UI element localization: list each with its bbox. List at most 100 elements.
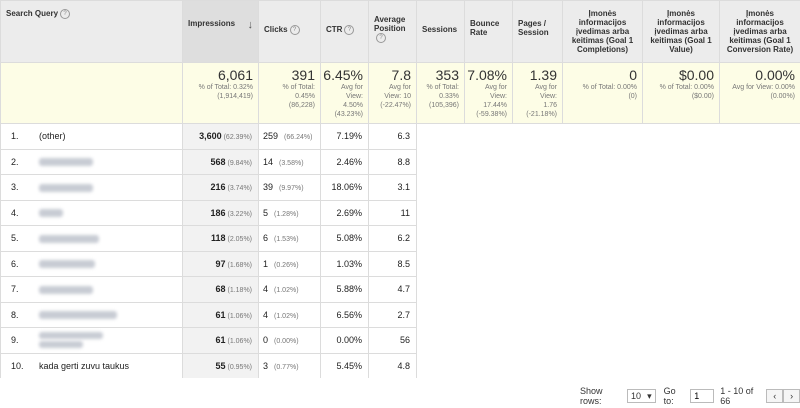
avg-position-cell: 4.8: [368, 352, 417, 379]
col-clicks[interactable]: Clicks?: [258, 0, 321, 63]
page-range: 1 - 10 of 66: [720, 386, 754, 406]
redacted-query[interactable]: [39, 183, 93, 192]
query-cell: 5.: [0, 225, 183, 252]
redacted-query[interactable]: [39, 332, 103, 340]
help-icon[interactable]: ?: [60, 9, 71, 19]
row-index: 9.: [11, 335, 19, 346]
table-row[interactable]: 4. 186 (3.22%) 5 (1.28%) 2.69% 11: [0, 199, 800, 226]
empty-cell: [416, 149, 800, 175]
clicks-cell: 259 (66.24%): [258, 123, 321, 150]
empty-cell: [416, 200, 800, 226]
total-pages-session: 1.39 Avg for View: 1.76 (-21.18%): [512, 62, 563, 124]
clicks-cell: 0 (0.00%): [258, 327, 321, 354]
col-goal-rate[interactable]: Įmonės informacijos įvedimas arba keitim…: [719, 0, 800, 63]
total-avg-position: 7.8 Avg for View: 10 (-22.47%): [368, 62, 417, 124]
query-link[interactable]: (other): [39, 131, 66, 142]
empty-cell: [416, 302, 800, 328]
sort-down-arrow-icon[interactable]: ↓: [247, 19, 254, 31]
ctr-cell: 0.00%: [320, 327, 369, 354]
avg-position-cell: 11: [368, 199, 417, 226]
help-icon[interactable]: ?: [376, 33, 386, 43]
impressions-cell: 3,600 (62.39%): [182, 123, 259, 150]
row-index: 1.: [11, 131, 19, 142]
total-goal-rate: 0.00% Avg for View: 0.00% (0.00%): [719, 62, 800, 124]
avg-position-cell: 56: [368, 327, 417, 354]
table-row[interactable]: 8. 61 (1.06%) 4 (1.02%) 6.56% 2.7: [0, 301, 800, 328]
col-sessions[interactable]: Sessions: [416, 0, 465, 63]
redacted-query[interactable]: [39, 260, 95, 269]
redacted-query[interactable]: [39, 311, 117, 320]
table-row[interactable]: 7. 68 (1.18%) 4 (1.02%) 5.88% 4.7: [0, 276, 800, 303]
ctr-cell: 6.56%: [320, 301, 369, 328]
ctr-cell: 2.46%: [320, 148, 369, 175]
query-link[interactable]: kada gerti zuvu taukus: [39, 360, 130, 371]
help-icon[interactable]: ?: [289, 25, 300, 35]
show-rows-select[interactable]: 10 ▾: [627, 389, 656, 403]
total-clicks: 391% of Total: 0.45% (86,228): [258, 62, 321, 124]
col-goal-value[interactable]: Įmonės informacijos įvedimas arba keitim…: [642, 0, 720, 63]
row-index: 5.: [11, 233, 19, 244]
table-row[interactable]: 6. 97 (1.68%) 1 (0.26%) 1.03% 8.5: [0, 250, 800, 277]
avg-position-cell: 8.5: [368, 250, 417, 277]
avg-position-cell: 4.7: [368, 276, 417, 303]
clicks-cell: 4 (1.02%): [258, 276, 321, 303]
goto-label: Go to:: [663, 386, 676, 406]
avg-position-cell: 3.1: [368, 174, 417, 201]
clicks-cell: 1 (0.26%): [258, 250, 321, 277]
impressions-cell: 97 (1.68%): [182, 250, 259, 277]
impressions-cell: 68 (1.18%): [182, 276, 259, 303]
empty-cell: [416, 123, 800, 149]
col-bounce-rate[interactable]: Bounce Rate: [464, 0, 513, 63]
col-search-query[interactable]: Search Query?: [0, 0, 183, 63]
next-page-button[interactable]: ›: [783, 389, 800, 403]
avg-position-cell: 8.8: [368, 148, 417, 175]
help-icon[interactable]: ?: [344, 25, 355, 35]
table-row[interactable]: 10. kada gerti zuvu taukus 55 (0.95%) 3 (0…: [0, 352, 800, 379]
redacted-query[interactable]: [39, 209, 63, 218]
impressions-cell: 216 (3.74%): [182, 174, 259, 201]
goto-input[interactable]: [690, 389, 715, 403]
col-impressions[interactable]: ↓ Impressions: [182, 0, 259, 63]
report-table: Search Query? ↓ Impressions Clicks? CTR? …: [0, 0, 800, 379]
empty-cell: [416, 276, 800, 302]
redacted-query[interactable]: [39, 285, 93, 294]
redacted-query[interactable]: [39, 234, 99, 243]
row-index: 7.: [11, 284, 19, 295]
col-pages-session[interactable]: Pages / Session: [512, 0, 563, 63]
row-index: 8.: [11, 309, 19, 320]
impressions-cell: 61 (1.06%): [182, 301, 259, 328]
chevron-down-icon: ▾: [647, 390, 652, 401]
ctr-cell: 5.88%: [320, 276, 369, 303]
redacted-query: [39, 341, 83, 349]
ctr-cell: 5.45%: [320, 352, 369, 379]
table-row[interactable]: 9. 61 (1.06%) 0 (0.00%) 0.00% 56: [0, 327, 800, 354]
redacted-query[interactable]: [39, 158, 93, 167]
impressions-cell: 118 (2.05%): [182, 225, 259, 252]
avg-position-cell: 6.3: [368, 123, 417, 150]
col-goal-completions[interactable]: Įmonės informacijos įvedimas arba keitim…: [562, 0, 643, 63]
impressions-cell: 568 (9.84%): [182, 148, 259, 175]
col-ctr[interactable]: CTR?: [320, 0, 369, 63]
query-cell: 8.: [0, 301, 183, 328]
total-bounce-rate: 7.08% Avg for View: 17.44% (-59.38%): [464, 62, 513, 124]
table-row[interactable]: 5. 118 (2.05%) 6 (1.53%) 5.08% 6.2: [0, 225, 800, 252]
prev-page-button[interactable]: ‹: [766, 389, 784, 403]
table-row[interactable]: 3. 216 (3.74%) 39 (9.97%) 18.06% 3.1: [0, 174, 800, 201]
ctr-cell: 18.06%: [320, 174, 369, 201]
row-index: 3.: [11, 182, 19, 193]
ctr-cell: 2.69%: [320, 199, 369, 226]
query-cell: 3.: [0, 174, 183, 201]
clicks-cell: 5 (1.28%): [258, 199, 321, 226]
query-cell: 2.: [0, 148, 183, 175]
table-row[interactable]: 1. (other) 3,600 (62.39%) 259 (66.24%) 7.1…: [0, 123, 800, 150]
query-cell: 10. kada gerti zuvu taukus: [0, 352, 183, 379]
ctr-cell: 5.08%: [320, 225, 369, 252]
total-impressions: 6,061% of Total: 0.32% (1,914,419): [182, 62, 259, 124]
pagination: Show rows: 10▾ Go to: 1 - 10 of 66 ‹ ›: [580, 386, 800, 406]
query-cell: 9.: [0, 327, 183, 354]
empty-cell: [416, 174, 800, 200]
show-rows-label: Show rows:: [580, 386, 603, 406]
query-cell: 4.: [0, 199, 183, 226]
col-avg-position[interactable]: Average Position?: [368, 0, 417, 63]
table-row[interactable]: 2. 568 (9.84%) 14 (3.58%) 2.46% 8.8: [0, 148, 800, 175]
